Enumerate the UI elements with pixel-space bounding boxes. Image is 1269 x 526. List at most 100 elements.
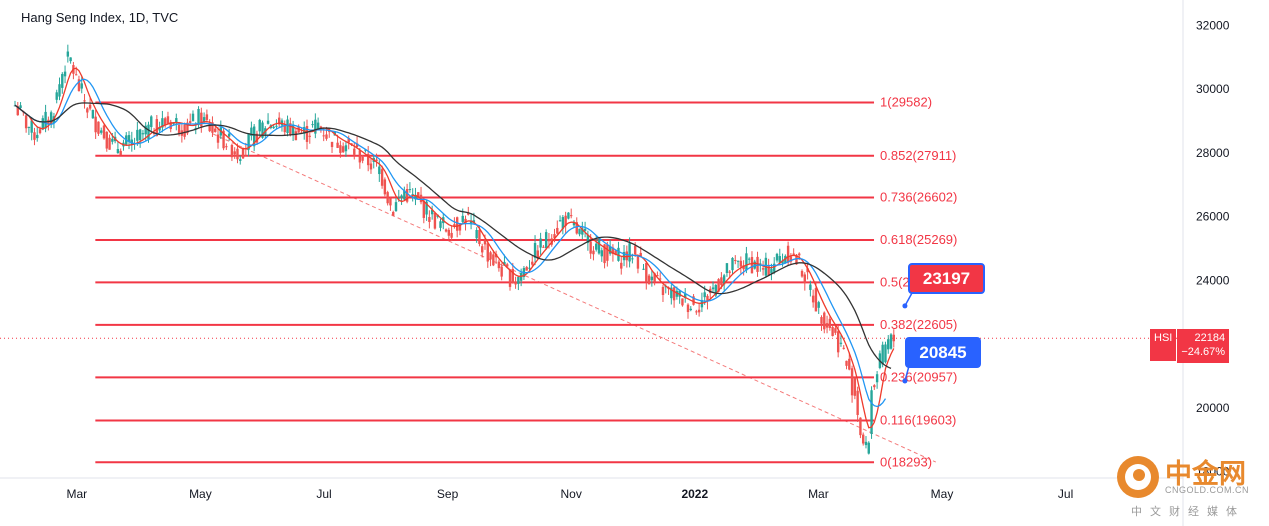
candle-body <box>756 256 759 272</box>
candle-body <box>862 434 865 444</box>
candle-body <box>252 126 256 147</box>
candle-body <box>592 250 595 255</box>
candle-body <box>422 200 426 218</box>
candle-body <box>222 130 225 149</box>
candle-body <box>314 119 317 134</box>
candle-body <box>147 124 150 140</box>
candle-body <box>572 221 576 226</box>
candle-body <box>403 190 406 200</box>
candle-body <box>806 268 809 273</box>
callout-20845[interactable]: 20845 <box>905 337 981 368</box>
candle-body <box>41 118 45 130</box>
candle-body <box>542 246 545 248</box>
x-tick-label: Jul <box>316 487 331 501</box>
candle-body <box>681 298 684 306</box>
candle-body <box>289 123 292 135</box>
candle-body <box>311 124 314 126</box>
cngold-watermark: 中金网 CNGOLD.COM.CN 中文财经媒体 <box>1113 452 1263 522</box>
candle-body <box>842 347 845 349</box>
fib-level-label: 0(18293) <box>880 454 932 469</box>
candle-body <box>239 159 242 161</box>
candle-body <box>483 240 487 245</box>
candle-body <box>711 287 715 290</box>
candle-body <box>656 275 659 277</box>
moving-average-line <box>14 102 892 369</box>
candle-body <box>481 246 484 253</box>
candle-body <box>400 195 403 198</box>
candle-body <box>214 128 217 132</box>
candle-body <box>80 83 83 89</box>
candle-body <box>792 253 795 256</box>
candle-body <box>19 105 22 109</box>
candle-body <box>444 229 448 232</box>
last-price-tag: HSI 22184 −24.67% <box>1150 329 1230 363</box>
candle-body <box>717 279 720 292</box>
candle-body <box>595 243 598 250</box>
candle-body <box>809 284 812 290</box>
candle-body <box>158 126 161 131</box>
candle-body <box>678 290 681 297</box>
fib-level-label: 0.116(19603) <box>880 413 956 428</box>
candle-body <box>36 134 39 139</box>
candle-body <box>369 163 373 170</box>
candle-body <box>586 234 590 243</box>
watermark-subtitle: 中文财经媒体 <box>1131 506 1245 518</box>
candle-body <box>353 148 356 155</box>
candle-body <box>558 220 562 222</box>
candle-body <box>27 126 31 128</box>
candle-body <box>303 127 306 134</box>
candle-body <box>800 270 804 277</box>
candle-body <box>742 265 745 270</box>
candle-body <box>848 358 851 370</box>
candle-body <box>506 264 509 267</box>
candle-body <box>597 239 601 254</box>
candle-body <box>425 201 428 215</box>
change-percent: −24.67% <box>1181 346 1226 358</box>
candle-body <box>600 250 603 257</box>
candle-body <box>61 74 64 88</box>
candle-body <box>884 344 887 363</box>
candle-body <box>784 255 787 264</box>
candle-body <box>836 331 840 353</box>
candle-body <box>467 212 470 215</box>
callout-23197[interactable]: 23197 <box>908 263 985 294</box>
candle-body <box>759 263 762 265</box>
x-tick-label: May <box>931 487 954 501</box>
watermark-domain: CNGOLD.COM.CN <box>1165 485 1250 495</box>
candle-body <box>561 217 565 229</box>
candle-body <box>458 224 462 231</box>
candle-body <box>820 317 823 324</box>
candle-body <box>731 257 734 271</box>
candle-body <box>211 122 214 133</box>
candle-body <box>380 169 384 186</box>
candle-body <box>661 286 665 296</box>
candle-body <box>55 92 58 100</box>
candle-body <box>111 138 114 142</box>
candle-body <box>873 385 876 388</box>
callout-pointer <box>904 365 910 382</box>
candle-body <box>881 344 884 365</box>
candle-body <box>695 311 698 313</box>
callout-anchor-dot <box>902 303 908 309</box>
candle-body <box>761 268 765 270</box>
candle-body <box>94 116 97 133</box>
candle-body <box>136 129 139 141</box>
candle-body <box>161 118 164 128</box>
candle-body <box>811 295 815 303</box>
candle-body <box>736 260 740 262</box>
candle-body <box>74 74 78 76</box>
candle-body <box>697 309 701 313</box>
candle-body <box>875 374 879 383</box>
candle-body <box>297 126 300 133</box>
candle-body <box>536 250 540 260</box>
candle-body <box>383 179 387 195</box>
candle-body <box>650 276 654 281</box>
candle-body <box>330 141 334 148</box>
candle-body <box>692 296 695 305</box>
candle-body <box>834 328 837 333</box>
candle-body <box>611 247 615 255</box>
candle-body <box>141 133 145 135</box>
candle-body <box>294 131 298 141</box>
fib-level-label: 0.382(22605) <box>880 317 957 332</box>
